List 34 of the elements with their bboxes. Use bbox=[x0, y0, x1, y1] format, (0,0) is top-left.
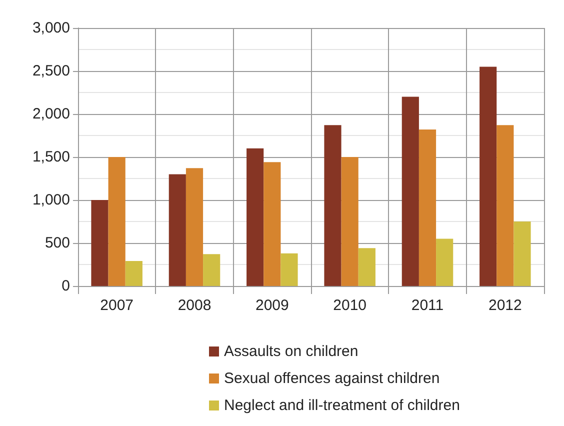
legend-label: Sexual offences against children bbox=[224, 370, 440, 387]
bar bbox=[264, 162, 281, 286]
y-tick-label: 500 bbox=[44, 234, 70, 252]
y-tick-label: 3,000 bbox=[32, 20, 70, 36]
y-tick-label: 2,000 bbox=[32, 106, 70, 122]
y-tick-label: 1,000 bbox=[32, 192, 70, 208]
x-tick-label: 2008 bbox=[178, 297, 212, 314]
bar bbox=[436, 238, 454, 286]
bar bbox=[203, 254, 220, 286]
bar bbox=[341, 157, 358, 286]
bar bbox=[480, 66, 497, 286]
bar bbox=[246, 148, 264, 286]
bar bbox=[125, 261, 142, 286]
bar bbox=[108, 157, 126, 286]
y-tick-label: 0 bbox=[62, 278, 70, 294]
bar bbox=[324, 125, 342, 286]
y-tick-label: 1,500 bbox=[32, 148, 70, 166]
bar bbox=[418, 129, 436, 286]
bar bbox=[514, 222, 531, 286]
bar bbox=[402, 96, 419, 286]
x-tick-label: 2010 bbox=[333, 297, 367, 314]
legend-label: Neglect and ill-treatment of children bbox=[224, 397, 460, 414]
legend-label: Assaults on children bbox=[224, 343, 358, 360]
bar bbox=[496, 125, 514, 286]
x-tick-label: 2011 bbox=[411, 297, 444, 314]
bar bbox=[280, 253, 298, 286]
x-tick-label: 2012 bbox=[488, 297, 522, 314]
bar bbox=[186, 168, 204, 286]
bar bbox=[168, 174, 186, 286]
bar bbox=[91, 200, 108, 286]
bar bbox=[358, 248, 376, 286]
x-tick-label: 2009 bbox=[255, 297, 289, 314]
y-tick-label: 2,500 bbox=[32, 62, 70, 80]
x-tick-label: 2007 bbox=[100, 297, 134, 314]
